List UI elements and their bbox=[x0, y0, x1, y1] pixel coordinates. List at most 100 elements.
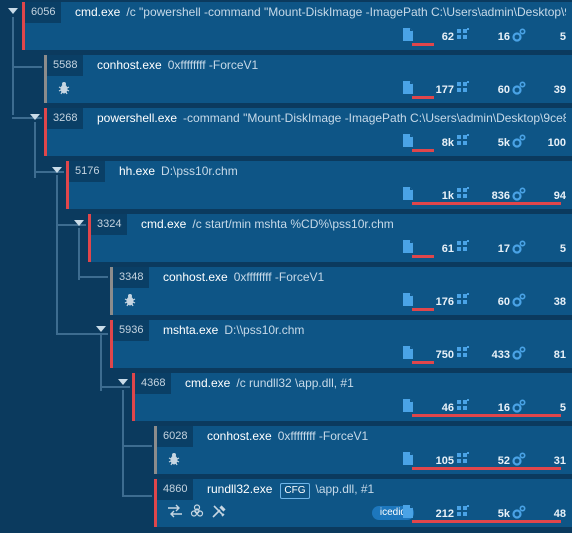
file-icon bbox=[402, 504, 414, 524]
pid-label: 6056 bbox=[25, 2, 62, 23]
stat-registry[interactable]: 60 bbox=[456, 292, 510, 312]
process-node[interactable]: 3268 powershell.exe -command "Mount-DiskIm… bbox=[44, 108, 572, 156]
process-node[interactable]: 4368 cmd.exe/c rundll32 \app.dll, #1 46 16 5 bbox=[132, 373, 572, 421]
gears-icon bbox=[512, 239, 526, 259]
process-node[interactable]: 3324 cmd.exe/c start/min mshta %CD%\pss10… bbox=[88, 214, 572, 262]
stat-files[interactable]: 8k bbox=[402, 133, 454, 153]
gears-icon bbox=[512, 504, 526, 524]
process-stats: 61 17 5 bbox=[400, 239, 566, 259]
process-node[interactable]: 6056 cmd.exe/c "powershell -command "Moun… bbox=[22, 2, 572, 50]
process-stats: 177 60 39 bbox=[400, 80, 566, 100]
process-exe: conhost.exe bbox=[163, 270, 228, 284]
stat-files[interactable]: 105 bbox=[402, 451, 454, 471]
tree-connector bbox=[78, 228, 80, 280]
gears-icon bbox=[512, 80, 526, 100]
stat-registry[interactable]: 52 bbox=[456, 451, 510, 471]
bug-icon bbox=[123, 293, 137, 312]
process-node[interactable]: 4860 rundll32.exe CFG \app.dll, #1 icedid 212… bbox=[154, 479, 572, 527]
activity-bar bbox=[412, 43, 434, 46]
stat-activity[interactable]: 5 bbox=[512, 398, 566, 418]
tree-connector bbox=[100, 333, 102, 391]
stat-files[interactable]: 750 bbox=[402, 345, 454, 365]
activity-bar bbox=[412, 96, 434, 99]
expand-caret-icon[interactable] bbox=[8, 8, 18, 14]
stat-value: 17 bbox=[497, 243, 510, 255]
stat-files[interactable]: 212 bbox=[402, 504, 454, 524]
stat-registry[interactable]: 16 bbox=[456, 27, 510, 47]
stat-files[interactable]: 61 bbox=[402, 239, 454, 259]
process-exe: cmd.exe bbox=[75, 5, 121, 19]
gears-icon bbox=[512, 27, 526, 47]
registry-grid-icon bbox=[456, 398, 470, 418]
process-node[interactable]: 5588 conhost.exe 0xffffffff -ForceV1 177 60 3… bbox=[44, 55, 572, 103]
stat-registry[interactable]: 60 bbox=[456, 80, 510, 100]
process-title: cmd.exe/c "powershell -command "Mount-Di… bbox=[75, 2, 566, 23]
registry-grid-icon bbox=[456, 345, 470, 365]
process-exe: conhost.exe bbox=[207, 429, 272, 443]
stat-registry[interactable]: 17 bbox=[456, 239, 510, 259]
stat-value: 5 bbox=[559, 243, 566, 255]
tree-connector bbox=[56, 333, 108, 335]
stat-value: 62 bbox=[441, 31, 454, 43]
process-node[interactable]: 6028 conhost.exe 0xffffffff -ForceV1 105 52 3… bbox=[154, 426, 572, 474]
activity-bar bbox=[412, 255, 434, 258]
process-stats: 1k 836 94 bbox=[400, 186, 566, 206]
process-exe: rundll32.exe bbox=[207, 482, 273, 496]
process-node[interactable]: 3348 conhost.exe 0xffffffff -ForceV1 176 60 3… bbox=[110, 267, 572, 315]
stat-files[interactable]: 62 bbox=[402, 27, 454, 47]
stat-registry[interactable]: 836 bbox=[456, 186, 510, 206]
stat-value: 38 bbox=[553, 296, 566, 308]
tree-connector bbox=[56, 175, 58, 335]
bug-icon bbox=[167, 452, 181, 471]
stat-registry[interactable]: 16 bbox=[456, 398, 510, 418]
tree-connector bbox=[100, 386, 130, 388]
process-args: 0xffffffff -ForceV1 bbox=[233, 270, 325, 284]
tree-connector bbox=[122, 445, 152, 447]
network-arrows-icon[interactable] bbox=[167, 504, 183, 523]
stat-activity[interactable]: 5 bbox=[512, 27, 566, 47]
stat-activity[interactable]: 39 bbox=[512, 80, 566, 100]
stat-activity[interactable]: 5 bbox=[512, 239, 566, 259]
stat-activity[interactable]: 100 bbox=[512, 133, 566, 153]
stat-activity[interactable]: 31 bbox=[512, 451, 566, 471]
stat-activity[interactable]: 81 bbox=[512, 345, 566, 365]
stat-activity[interactable]: 38 bbox=[512, 292, 566, 312]
process-node[interactable]: 5176 hh.exe D:\pss10r.chm 1k 836 94 bbox=[66, 161, 572, 209]
stat-registry[interactable]: 433 bbox=[456, 345, 510, 365]
stat-activity[interactable]: 48 bbox=[512, 504, 566, 524]
stat-value: 836 bbox=[491, 190, 510, 202]
process-args: \app.dll, #1 bbox=[315, 482, 375, 496]
activity-bar bbox=[412, 149, 434, 152]
expand-caret-icon[interactable] bbox=[52, 167, 62, 173]
stat-files[interactable]: 46 bbox=[402, 398, 454, 418]
stat-registry[interactable]: 5k bbox=[456, 133, 510, 153]
stat-files[interactable]: 177 bbox=[402, 80, 454, 100]
stat-files[interactable]: 1k bbox=[402, 186, 454, 206]
file-icon bbox=[402, 133, 414, 153]
process-args: 0xffffffff -ForceV1 bbox=[167, 58, 259, 72]
process-args: /c start/min mshta %CD%\pss10r.chm bbox=[192, 217, 394, 231]
tree-connector bbox=[34, 122, 36, 178]
pid-label: 4368 bbox=[135, 373, 172, 394]
process-stats: 8k 5k 100 bbox=[400, 133, 566, 153]
process-node[interactable]: 5936 mshta.exe D:\\pss10r.chm 750 433 81 bbox=[110, 320, 572, 368]
stat-activity[interactable]: 94 bbox=[512, 186, 566, 206]
expand-caret-icon[interactable] bbox=[74, 220, 84, 226]
expand-caret-icon[interactable] bbox=[118, 379, 128, 385]
expand-caret-icon[interactable] bbox=[96, 326, 106, 332]
gears-icon bbox=[512, 451, 526, 471]
activity-bar bbox=[412, 467, 561, 470]
process-args: D:\\pss10r.chm bbox=[224, 323, 305, 337]
stat-value: 81 bbox=[553, 349, 566, 361]
process-title: cmd.exe/c rundll32 \app.dll, #1 bbox=[185, 373, 566, 394]
expand-caret-icon[interactable] bbox=[30, 114, 40, 120]
stat-value: 176 bbox=[435, 296, 454, 308]
stat-value: 31 bbox=[553, 455, 566, 467]
tools-icon[interactable] bbox=[211, 504, 227, 523]
file-icon bbox=[402, 186, 414, 206]
tree-connector bbox=[12, 66, 42, 68]
stat-files[interactable]: 176 bbox=[402, 292, 454, 312]
process-exe: conhost.exe bbox=[97, 58, 162, 72]
biohazard-icon[interactable] bbox=[189, 504, 205, 523]
stat-registry[interactable]: 5k bbox=[456, 504, 510, 524]
